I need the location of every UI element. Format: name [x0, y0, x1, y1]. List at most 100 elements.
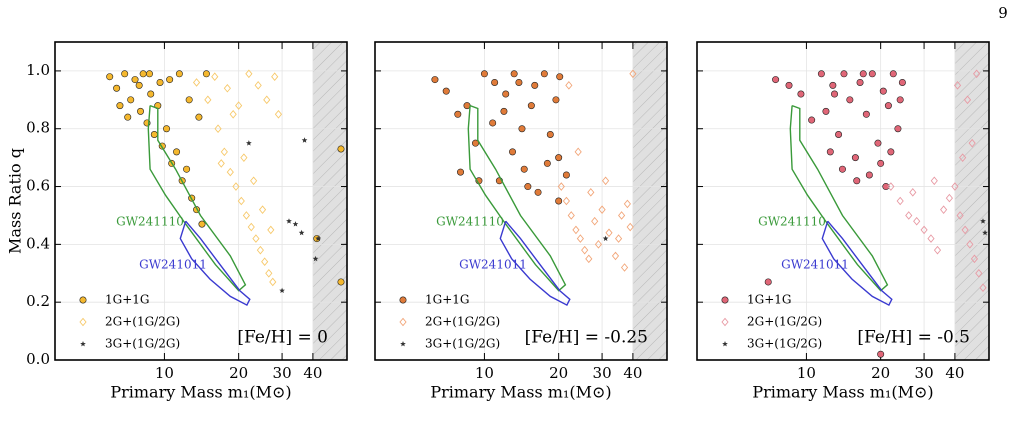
- point: [889, 70, 897, 78]
- point: [611, 251, 620, 261]
- legend-marker: [79, 296, 87, 304]
- plot-area: [431, 69, 637, 307]
- point: [909, 188, 917, 197]
- point: [156, 78, 164, 86]
- point: [898, 78, 906, 86]
- point: [246, 140, 252, 146]
- point: [620, 263, 629, 272]
- point: [826, 148, 834, 156]
- x-tick-label: 40: [303, 364, 322, 382]
- point: [247, 222, 255, 232]
- point: [274, 109, 283, 119]
- point: [229, 109, 237, 119]
- point: [574, 147, 582, 157]
- point: [254, 81, 262, 90]
- point: [263, 95, 271, 105]
- point: [540, 70, 548, 78]
- contour: [821, 220, 893, 307]
- contour-label: GW241110: [758, 215, 826, 229]
- point: [626, 222, 634, 232]
- point: [567, 211, 575, 220]
- legend-marker: [80, 341, 86, 347]
- point: [489, 119, 497, 127]
- point: [831, 90, 839, 98]
- x-tick-label: 20: [871, 364, 890, 382]
- point: [772, 76, 780, 84]
- legend-marker: [722, 341, 728, 347]
- point: [882, 183, 890, 191]
- point: [884, 102, 892, 110]
- point: [286, 218, 292, 224]
- annotation: [Fe/H] = -0.5: [857, 328, 970, 348]
- contour: [179, 220, 251, 307]
- point: [250, 176, 258, 186]
- contour-label: GW241110: [436, 215, 504, 229]
- point: [808, 116, 816, 124]
- point: [124, 113, 132, 121]
- point: [173, 148, 181, 156]
- point: [557, 182, 565, 191]
- point: [945, 193, 953, 203]
- point: [220, 147, 228, 157]
- point: [859, 70, 867, 78]
- point: [252, 234, 260, 243]
- legend-marker: [79, 317, 87, 327]
- point: [520, 165, 528, 173]
- point: [237, 196, 245, 206]
- point: [555, 197, 563, 205]
- point: [594, 240, 603, 249]
- point: [887, 182, 895, 191]
- legend-marker: [721, 296, 729, 304]
- point: [240, 153, 248, 162]
- legend-label: 3G+(1G/2G): [747, 337, 822, 351]
- point: [877, 159, 885, 167]
- x-tick-label: 40: [945, 364, 964, 382]
- point: [846, 96, 854, 104]
- point: [552, 96, 560, 104]
- point: [894, 125, 902, 133]
- point: [502, 90, 510, 98]
- panel: 10 20 30 40 GW241110 GW241011 1G+1G 2G+(1G/2G) 3…: [374, 41, 668, 402]
- frame: [696, 41, 990, 361]
- point: [930, 176, 938, 186]
- legend-label: 1G+1G: [747, 293, 792, 307]
- panel: 10 20 30 40 GW241110 GW241011 1G+1G 2G+(1G/2G) 3…: [696, 41, 990, 402]
- point: [896, 96, 904, 104]
- x-axis-label: Primary Mass m₁(M⊙): [430, 383, 611, 402]
- legend-marker: [400, 341, 406, 347]
- point: [865, 171, 873, 179]
- point: [970, 254, 979, 264]
- point: [510, 70, 518, 78]
- point: [963, 95, 972, 105]
- plot-area: [764, 69, 988, 358]
- contour: [789, 104, 889, 292]
- contour-label: GW241011: [781, 258, 849, 272]
- x-tick-label: 30: [915, 364, 934, 382]
- point: [572, 225, 580, 235]
- point: [223, 83, 231, 93]
- annotation: [Fe/H] = 0: [237, 328, 328, 348]
- point: [576, 234, 584, 243]
- frame: [54, 41, 348, 361]
- contour: [147, 104, 247, 292]
- point: [298, 229, 305, 236]
- point: [562, 171, 570, 179]
- point: [518, 125, 526, 133]
- point: [232, 182, 240, 191]
- point: [183, 165, 191, 173]
- point: [261, 257, 269, 267]
- point: [315, 235, 321, 242]
- legend-label: 3G+(1G/2G): [105, 337, 180, 351]
- point: [853, 177, 861, 185]
- point: [874, 139, 882, 147]
- point: [312, 255, 319, 262]
- point: [509, 148, 517, 156]
- point: [979, 283, 987, 293]
- point: [602, 176, 610, 186]
- point: [591, 216, 599, 226]
- point: [887, 148, 895, 156]
- point: [829, 81, 837, 89]
- point: [840, 70, 848, 78]
- point: [940, 205, 948, 214]
- point: [214, 124, 222, 134]
